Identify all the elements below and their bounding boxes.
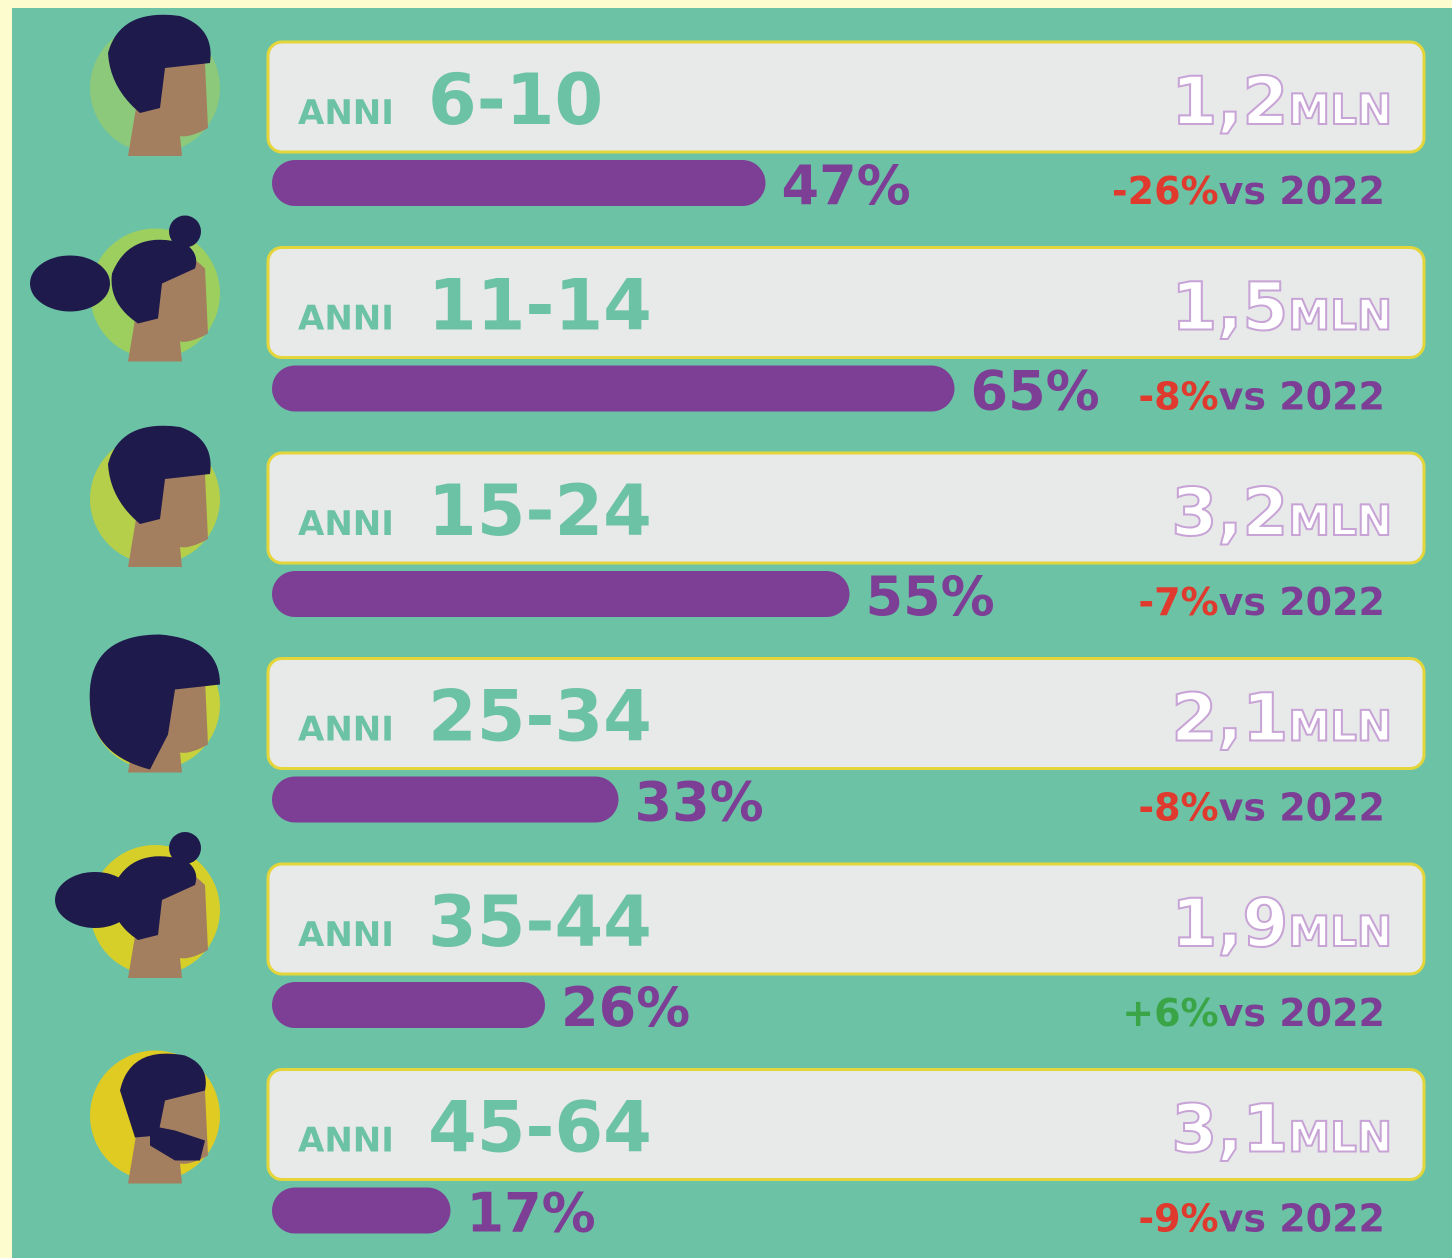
population-value: 3,2 <box>1171 474 1288 551</box>
value-label: 47% <box>782 154 911 217</box>
change-suffix: vs 2022 <box>1219 991 1385 1035</box>
population: 1,5MLN <box>1171 269 1392 346</box>
label-box <box>266 246 1426 359</box>
row-prefix: ANNI <box>298 299 394 339</box>
change-value: -9% <box>1138 1197 1218 1241</box>
label-box <box>266 657 1426 770</box>
change-value: +6% <box>1122 991 1218 1035</box>
population-unit: MLN <box>1288 291 1392 340</box>
bar <box>272 982 545 1028</box>
change: -26%vs 2022 <box>1112 169 1385 213</box>
row-prefix: ANNI <box>298 1121 394 1161</box>
change-value: -8% <box>1138 786 1218 830</box>
change: -9%vs 2022 <box>1138 1197 1385 1241</box>
bar <box>272 365 955 412</box>
row: ANNI 11-14 1,5MLN 65% -8%vs 2022 <box>30 215 1426 423</box>
change-value: -8% <box>1138 375 1218 419</box>
label-box <box>266 451 1426 565</box>
row-prefix: ANNI <box>298 710 394 750</box>
avatar-bun-top <box>169 832 201 864</box>
change: -8%vs 2022 <box>1138 786 1385 830</box>
population-value: 1,9 <box>1171 885 1288 962</box>
value-label: 17% <box>467 1182 596 1245</box>
avatar-bun-top <box>169 215 201 248</box>
population: 3,1MLN <box>1171 1091 1392 1168</box>
population: 1,2MLN <box>1171 63 1392 140</box>
label-box <box>266 1068 1426 1181</box>
population: 2,1MLN <box>1171 680 1392 757</box>
row: ANNI 35-44 1,9MLN 26% +6%vs 2022 <box>55 832 1426 1039</box>
bar <box>272 160 766 206</box>
value-label: 26% <box>561 976 690 1039</box>
avatar-hair <box>108 14 211 114</box>
category-label: 25-34 <box>428 676 652 758</box>
category-label: 35-44 <box>428 881 652 963</box>
population: 3,2MLN <box>1171 474 1392 551</box>
row: ANNI 6-10 1,2MLN 47% -26%vs 2022 <box>90 14 1426 217</box>
row: ANNI 15-24 3,2MLN 55% -7%vs 2022 <box>90 425 1426 628</box>
change: -8%vs 2022 <box>1138 375 1385 419</box>
change: +6%vs 2022 <box>1122 991 1385 1035</box>
population-unit: MLN <box>1288 702 1392 751</box>
change-suffix: vs 2022 <box>1219 580 1385 624</box>
value-label: 33% <box>635 771 764 834</box>
background <box>12 8 1452 1258</box>
change-suffix: vs 2022 <box>1219 1197 1385 1241</box>
change: -7%vs 2022 <box>1138 580 1385 624</box>
row-prefix: ANNI <box>298 915 394 955</box>
category-label: 6-10 <box>428 59 603 141</box>
population-value: 3,1 <box>1171 1091 1288 1168</box>
avatar-hair <box>111 856 197 940</box>
category-label: 45-64 <box>428 1087 652 1169</box>
bar <box>272 571 850 617</box>
population-value: 1,2 <box>1171 63 1288 140</box>
row-prefix: ANNI <box>298 93 394 133</box>
change-value: -7% <box>1138 580 1218 624</box>
change-suffix: vs 2022 <box>1219 375 1385 419</box>
value-label: 65% <box>971 360 1100 423</box>
change-suffix: vs 2022 <box>1219 169 1385 213</box>
avatar-hair <box>120 1053 206 1138</box>
category-label: 11-14 <box>428 265 652 347</box>
bar <box>272 776 619 823</box>
bar <box>272 1187 451 1234</box>
label-box <box>266 862 1426 976</box>
population-value: 1,5 <box>1171 269 1288 346</box>
population-value: 2,1 <box>1171 680 1288 757</box>
population-unit: MLN <box>1288 496 1392 545</box>
avatar-beard <box>150 1125 205 1161</box>
row: ANNI 25-34 2,1MLN 33% -8%vs 2022 <box>89 634 1426 834</box>
avatar-bun <box>55 872 135 928</box>
label-box <box>266 40 1426 154</box>
row: ANNI 45-64 3,1MLN 17% -9%vs 2022 <box>90 1050 1426 1245</box>
value-label: 55% <box>866 565 995 628</box>
change-suffix: vs 2022 <box>1219 786 1385 830</box>
change-value: -26% <box>1112 169 1219 213</box>
avatar-hair <box>89 634 220 770</box>
population-unit: MLN <box>1288 907 1392 956</box>
population-unit: MLN <box>1288 1113 1392 1162</box>
avatar-hair <box>108 425 211 524</box>
category-label: 15-24 <box>428 470 652 552</box>
population: 1,9MLN <box>1171 885 1392 962</box>
row-prefix: ANNI <box>298 504 394 544</box>
avatar-hair <box>111 239 197 324</box>
population-unit: MLN <box>1288 85 1392 134</box>
avatar-bun <box>30 255 110 312</box>
